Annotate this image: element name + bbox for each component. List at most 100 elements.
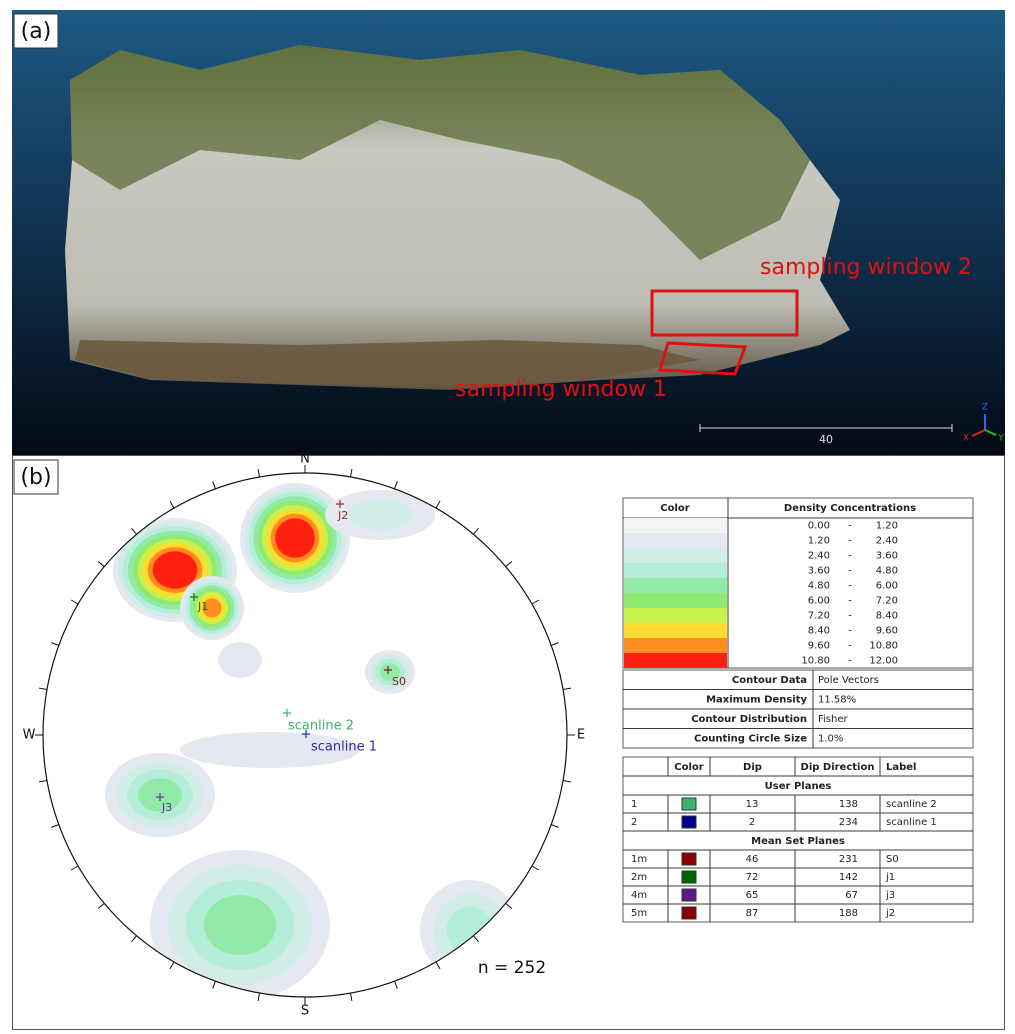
- table-header: Dip Direction: [801, 762, 875, 773]
- pole-label: scanline 2: [288, 719, 354, 734]
- legend-swatch: [624, 563, 727, 578]
- table-header: Color: [674, 762, 704, 773]
- row-id: 5m: [631, 908, 647, 919]
- plane-color: [682, 853, 696, 865]
- panel-label: (a): [21, 19, 52, 44]
- pole-label: J3: [161, 801, 172, 814]
- axis-letter: X: [963, 434, 969, 444]
- annotation: sampling window 1: [455, 377, 667, 402]
- density-sep: -: [848, 611, 852, 622]
- row-id: 1m: [631, 854, 647, 865]
- density-sep: -: [848, 626, 852, 637]
- axis-letter: Z: [982, 403, 988, 413]
- axis-letter: Y: [997, 434, 1004, 444]
- pole-label: J2: [337, 509, 348, 522]
- dip: 72: [746, 872, 759, 883]
- dip-direction: 142: [839, 872, 858, 883]
- dip-direction: 231: [839, 854, 858, 865]
- table-header: Density Concentrations: [784, 503, 916, 514]
- density-from: 9.60: [808, 641, 830, 652]
- panel-label: (b): [20, 465, 51, 490]
- info-label: Counting Circle Size: [694, 734, 807, 745]
- contour: [347, 500, 413, 530]
- density-from: 2.40: [808, 551, 830, 562]
- plane-label: j1: [885, 872, 895, 883]
- plane-label: j3: [885, 890, 895, 901]
- density-to: 2.40: [876, 536, 898, 547]
- plane-label: scanline 1: [886, 817, 937, 828]
- scale-label: 40: [819, 433, 833, 446]
- plane-color: [682, 798, 696, 810]
- density-to: 9.60: [876, 626, 898, 637]
- plane-color: [682, 816, 696, 828]
- pole-label: S0: [392, 675, 406, 688]
- dip: 13: [746, 799, 759, 810]
- group-title: Mean Set Planes: [751, 836, 845, 847]
- plane-label: scanline 2: [886, 799, 937, 810]
- legend-swatch: [624, 518, 727, 533]
- density-to: 4.80: [876, 566, 898, 577]
- dip-direction: 67: [845, 890, 858, 901]
- contour: [280, 523, 311, 554]
- legend-swatch: [624, 608, 727, 623]
- legend-swatch: [624, 578, 727, 593]
- density-from: 7.20: [808, 611, 830, 622]
- density-from: 1.20: [808, 536, 830, 547]
- density-from: 10.80: [801, 656, 830, 667]
- table-header: Label: [886, 762, 917, 773]
- info-label: Contour Distribution: [691, 714, 807, 725]
- contour: [158, 555, 193, 584]
- dip: 46: [746, 854, 759, 865]
- info-value: 1.0%: [818, 734, 843, 745]
- pole-label: scanline 1: [311, 740, 377, 755]
- info-value: Fisher: [818, 714, 849, 725]
- density-sep: -: [848, 656, 852, 667]
- figure: sampling window 2 sampling window 1 40 Z…: [0, 0, 1015, 1030]
- density-sep: -: [848, 566, 852, 577]
- info-value: 11.58%: [818, 695, 856, 706]
- info-label: Maximum Density: [706, 695, 807, 706]
- table-header: Color: [660, 503, 690, 514]
- legend-swatch: [624, 533, 727, 548]
- legend-swatch: [624, 653, 727, 668]
- row-id: 2m: [631, 872, 647, 883]
- legend-swatch: [624, 593, 727, 608]
- sample-count: n = 252: [478, 958, 546, 978]
- dip: 87: [746, 908, 759, 919]
- row-id: 4m: [631, 890, 647, 901]
- group-title: User Planes: [765, 781, 832, 792]
- density-sep: -: [848, 641, 852, 652]
- density-sep: -: [848, 521, 852, 532]
- direction-label: E: [577, 728, 585, 743]
- dip: 2: [749, 817, 755, 828]
- density-to: 7.20: [876, 596, 898, 607]
- plane-color: [682, 907, 696, 919]
- row-id: 2: [631, 817, 637, 828]
- info-value: Pole Vectors: [818, 675, 879, 686]
- density-to: 10.80: [869, 641, 898, 652]
- density-to: 12.00: [869, 656, 898, 667]
- plane-label: S0: [886, 854, 899, 865]
- density-to: 8.40: [876, 611, 898, 622]
- density-to: 1.20: [876, 521, 898, 532]
- density-from: 3.60: [808, 566, 830, 577]
- density-from: 8.40: [808, 626, 830, 637]
- density-to: 6.00: [876, 581, 898, 592]
- pole-label: J1: [197, 600, 208, 613]
- plane-color: [682, 889, 696, 901]
- dip-direction: 138: [839, 799, 858, 810]
- direction-label: N: [300, 452, 310, 467]
- density-sep: -: [848, 551, 852, 562]
- density-sep: -: [848, 596, 852, 607]
- dip-direction: 234: [839, 817, 858, 828]
- page: sampling window 2 sampling window 1 40 Z…: [0, 0, 1015, 1030]
- contour: [204, 895, 276, 955]
- density-from: 6.00: [808, 596, 830, 607]
- legend-swatch: [624, 548, 727, 563]
- dip-direction: 188: [839, 908, 858, 919]
- row-id: 1: [631, 799, 637, 810]
- density-from: 4.80: [808, 581, 830, 592]
- annotation: sampling window 2: [760, 255, 972, 280]
- direction-label: S: [301, 1004, 309, 1019]
- info-label: Contour Data: [732, 675, 807, 686]
